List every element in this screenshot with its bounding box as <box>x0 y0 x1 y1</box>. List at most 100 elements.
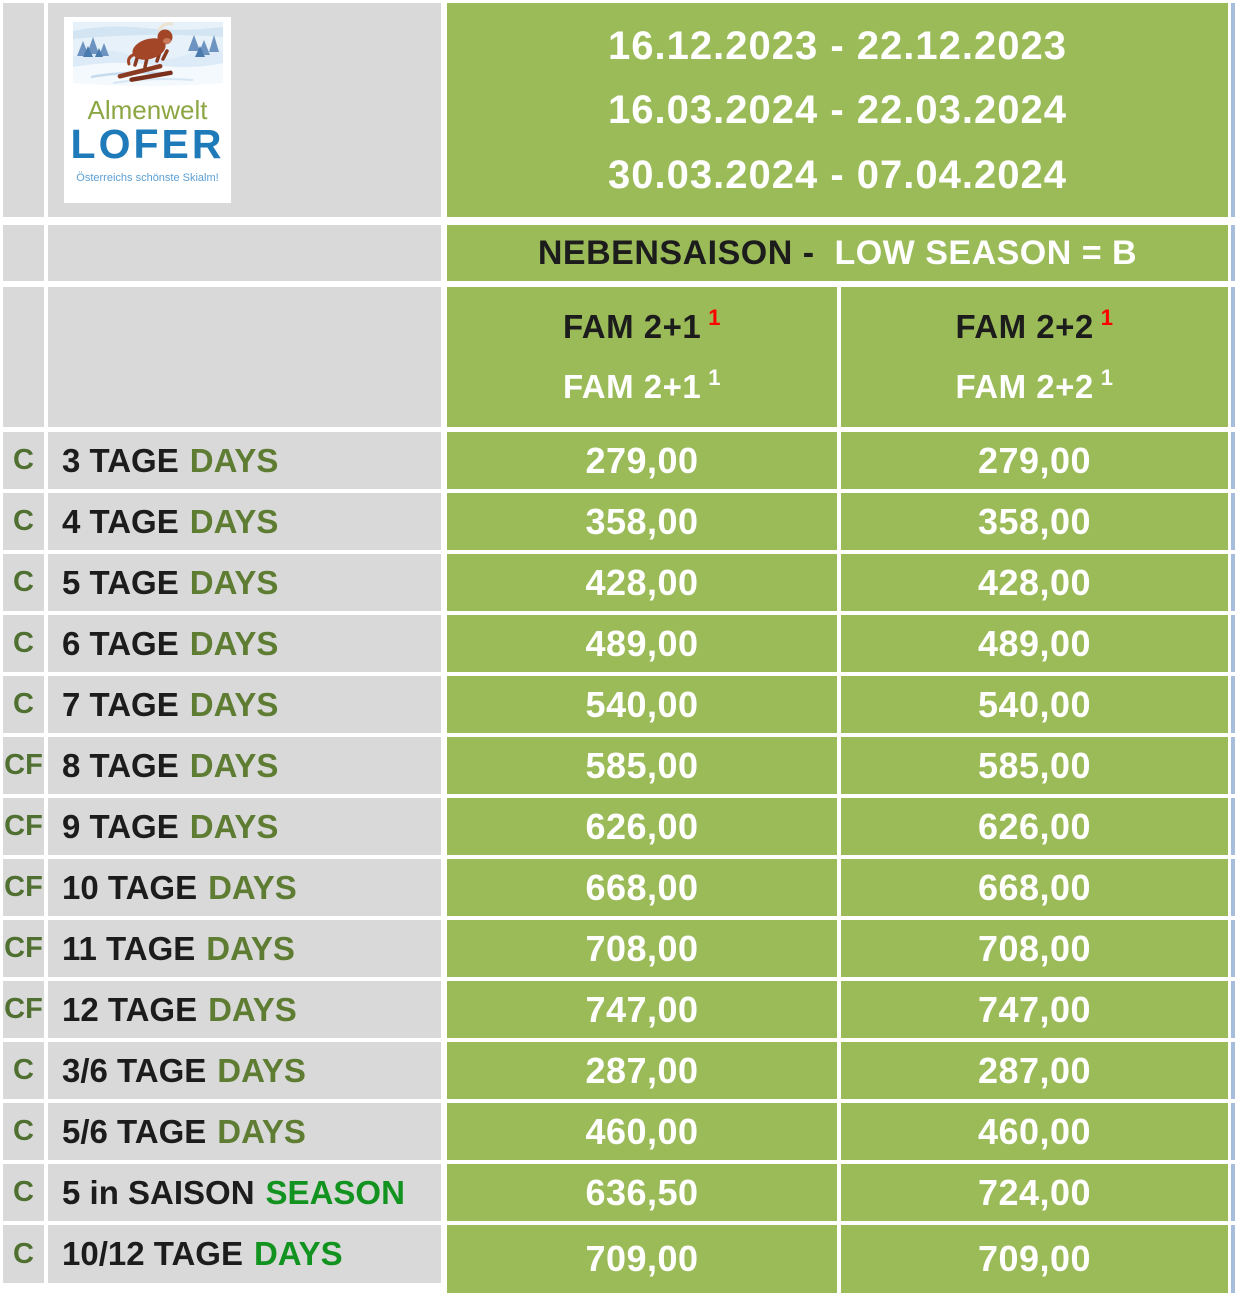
duration-en: DAYS <box>189 624 279 662</box>
fam-spacer-cell-b <box>48 287 441 427</box>
price-cell-fam21: 287,00 <box>447 1042 837 1099</box>
duration-en: DAYS <box>217 1051 306 1089</box>
duration-en: DAYS <box>189 563 279 601</box>
season-label-de: NEBENSAISON - <box>537 233 815 272</box>
price-row: CF 12 TAGE DAYS 747,00 747,00 <box>3 981 1235 1038</box>
right-edge-strip <box>1231 737 1235 794</box>
right-edge-strip <box>1231 1103 1235 1160</box>
price-cell-fam22: 747,00 <box>841 981 1228 1038</box>
price-row: CF 8 TAGE DAYS 585,00 585,00 <box>3 737 1235 794</box>
duration-de: 9 TAGE <box>62 807 179 845</box>
duration-de: 5 TAGE <box>62 563 179 601</box>
price-row: C 5 in SAISON SEASON 636,50 724,00 <box>3 1164 1235 1221</box>
price-cell-fam22: 540,00 <box>841 676 1228 733</box>
right-edge-strip <box>1231 615 1235 672</box>
fam-2-2-subtitle: FAM 2+2 1 <box>955 364 1114 405</box>
duration-de: 8 TAGE <box>62 746 179 784</box>
duration-de: 5 in SAISON <box>62 1173 255 1211</box>
right-edge-strip <box>1231 3 1235 217</box>
price-cell-fam22: 709,00 <box>841 1225 1228 1293</box>
price-cell-fam21: 428,00 <box>447 554 837 611</box>
price-cell-fam22: 668,00 <box>841 859 1228 916</box>
price-cell-fam21: 540,00 <box>447 676 837 733</box>
fam-spacer-cell-a <box>3 287 44 427</box>
duration-de: 10 TAGE <box>62 868 198 906</box>
logo-image <box>72 22 223 86</box>
duration-en: DAYS <box>189 502 279 540</box>
season-spacer-cell-b <box>48 225 441 281</box>
footnote-marker: 1 <box>1100 364 1114 390</box>
price-cell-fam22: 626,00 <box>841 798 1228 855</box>
cow-on-skis-icon <box>117 22 173 82</box>
row-code: CF <box>3 859 44 916</box>
right-edge-strip <box>1231 859 1235 916</box>
fam-2-1-subtitle: FAM 2+1 1 <box>562 364 722 405</box>
duration-de: 7 TAGE <box>62 685 179 723</box>
duration-de: 3/6 TAGE <box>62 1051 207 1089</box>
price-row: C 7 TAGE DAYS 540,00 540,00 <box>3 676 1235 733</box>
brand-tagline: Österreichs schönste Skialm! <box>76 172 219 184</box>
right-edge-strip <box>1231 225 1235 281</box>
row-label: 5 in SAISON SEASON <box>48 1164 441 1221</box>
duration-en: DAYS <box>208 990 297 1028</box>
header-spacer-cell <box>3 3 44 217</box>
row-label: 10/12 TAGE DAYS <box>48 1225 441 1283</box>
price-rows: C 3 TAGE DAYS 279,00 279,00 C 4 TAGE DAYS 358,00… <box>3 432 1235 1293</box>
row-code: CF <box>3 737 44 794</box>
duration-de: 6 TAGE <box>62 624 179 662</box>
duration-de: 5/6 TAGE <box>62 1112 207 1150</box>
price-cell-fam21: 585,00 <box>447 737 837 794</box>
row-label: 5 TAGE DAYS <box>48 554 441 611</box>
price-row: C 3 TAGE DAYS 279,00 279,00 <box>3 432 1235 489</box>
price-row: C 4 TAGE DAYS 358,00 358,00 <box>3 493 1235 550</box>
row-code: C <box>3 1042 44 1099</box>
right-edge-strip <box>1231 287 1235 427</box>
price-cell-fam22: 724,00 <box>841 1164 1228 1221</box>
row-label: 4 TAGE DAYS <box>48 493 441 550</box>
duration-de: 11 TAGE <box>62 929 196 967</box>
season-banner: NEBENSAISON - LOW SEASON = B <box>447 225 1228 281</box>
duration-en: DAYS <box>189 807 279 845</box>
price-cell-fam22: 279,00 <box>841 432 1228 489</box>
right-edge-strip <box>1231 554 1235 611</box>
duration-de: 4 TAGE <box>62 502 179 540</box>
row-label: 5/6 TAGE DAYS <box>48 1103 441 1160</box>
right-edge-strip <box>1231 798 1235 855</box>
row-code: C <box>3 554 44 611</box>
price-cell-fam21: 708,00 <box>447 920 837 977</box>
right-edge-strip <box>1231 493 1235 550</box>
price-row: CF 9 TAGE DAYS 626,00 626,00 <box>3 798 1235 855</box>
price-cell-fam22: 489,00 <box>841 615 1228 672</box>
price-cell-fam21: 636,50 <box>447 1164 837 1221</box>
price-cell-fam22: 585,00 <box>841 737 1228 794</box>
row-label: 9 TAGE DAYS <box>48 798 441 855</box>
row-code: C <box>3 432 44 489</box>
row-code: C <box>3 1103 44 1160</box>
season-spacer-cell-a <box>3 225 44 281</box>
fam-2-1-title: FAM 2+1 1 <box>562 305 722 346</box>
row-code: CF <box>3 798 44 855</box>
row-label: 8 TAGE DAYS <box>48 737 441 794</box>
date-range-3: 30.03.2024 - 07.04.2024 <box>608 152 1067 197</box>
row-label: 7 TAGE DAYS <box>48 676 441 733</box>
price-cell-fam22: 358,00 <box>841 493 1228 550</box>
price-cell-fam22: 428,00 <box>841 554 1228 611</box>
season-label-en: LOW SEASON = B <box>834 233 1138 272</box>
price-row: CF 11 TAGE DAYS 708,00 708,00 <box>3 920 1235 977</box>
duration-en: DAYS <box>189 746 279 784</box>
brand-name-main: LOFER <box>70 121 225 167</box>
right-edge-strip <box>1231 1042 1235 1099</box>
duration-en: DAYS <box>208 868 297 906</box>
right-edge-strip <box>1231 1225 1235 1293</box>
brand-name-top: Almenwelt <box>87 95 208 125</box>
row-code: CF <box>3 920 44 977</box>
price-cell-fam22: 460,00 <box>841 1103 1228 1160</box>
price-cell-fam21: 460,00 <box>447 1103 837 1160</box>
footnote-marker: 1 <box>708 364 722 390</box>
price-cell-fam21: 626,00 <box>447 798 837 855</box>
row-label: 6 TAGE DAYS <box>48 615 441 672</box>
price-row: C 5/6 TAGE DAYS 460,00 460,00 <box>3 1103 1235 1160</box>
date-range-2: 16.03.2024 - 22.03.2024 <box>608 88 1067 132</box>
logo: Almenwelt LOFER Österreichs schönste Ski… <box>64 17 231 203</box>
